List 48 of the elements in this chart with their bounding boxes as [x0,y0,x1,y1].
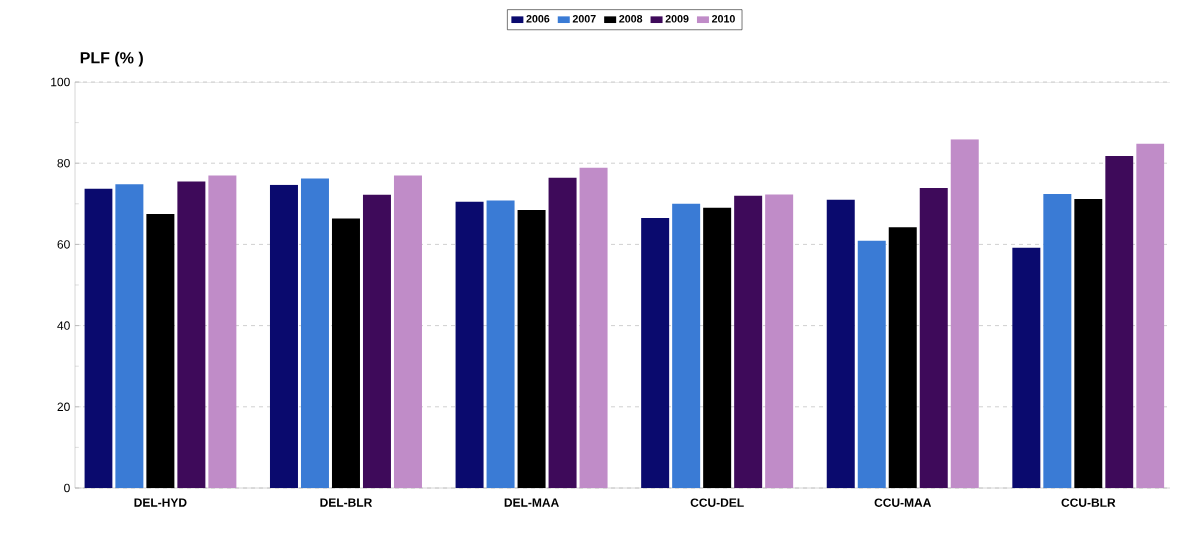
x-tick-label: CCU-BLR [1061,498,1116,507]
bar [455,201,484,488]
legend-label: 2008 [619,14,643,23]
bar [548,177,577,488]
bar [1043,194,1072,488]
bar [641,218,670,488]
y-tick-label: 100 [51,77,70,87]
y-tick-label: 0 [64,483,70,493]
bar [177,181,206,488]
bar [826,199,855,488]
y-tick-label: 80 [57,158,70,168]
bar [919,187,948,488]
bar [857,240,886,488]
y-axis-title: PLF (% ) [80,51,143,67]
bar [362,194,391,488]
y-tick-label: 20 [57,402,70,412]
bar [517,209,546,488]
bar [672,203,701,488]
y-tick-label: 60 [57,240,70,249]
bar [84,188,113,488]
x-tick-label: DEL-HYD [134,498,187,507]
bar [486,200,515,488]
x-tick-label: DEL-MAA [504,498,559,507]
bar [331,218,360,488]
x-tick-label: CCU-DEL [690,498,744,507]
bar [208,175,237,488]
x-tick-label: DEL-BLR [320,498,373,507]
bar [765,194,794,488]
bar [703,207,732,488]
legend-label: 2006 [526,14,550,23]
y-tick-label: 40 [57,321,70,330]
bar [115,184,144,488]
bar [734,195,763,488]
bar [1012,247,1041,488]
bar [146,213,175,488]
bar [1105,155,1134,488]
bar [1136,143,1165,488]
legend-label: 2009 [665,14,689,23]
bar [1074,198,1103,488]
bar [888,227,917,488]
bar [269,184,298,488]
legend-label: 2010 [711,14,735,23]
x-tick-label: CCU-MAA [874,498,932,507]
bar [393,175,422,488]
bar [950,139,979,488]
bar [579,167,608,488]
bar [300,178,329,488]
legend-label: 2007 [572,14,596,23]
